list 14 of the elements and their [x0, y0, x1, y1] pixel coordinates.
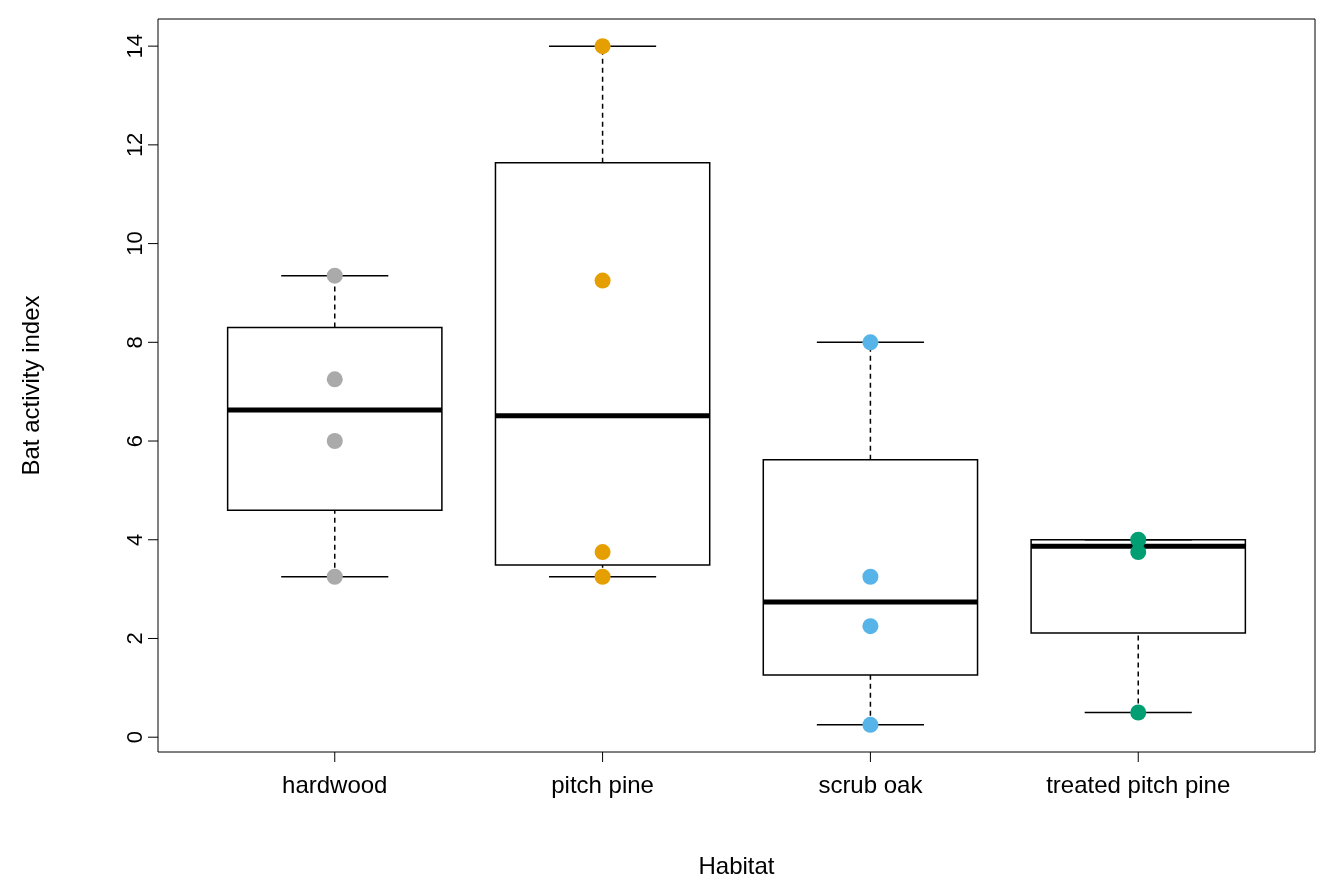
x-axis-title: Habitat	[698, 852, 775, 879]
x-tick-label: hardwood	[282, 771, 388, 799]
y-tick-label: 12	[122, 132, 147, 158]
y-tick-label: 4	[122, 533, 147, 546]
y-tick-label: 0	[122, 731, 147, 744]
y-tick-label: 6	[122, 434, 147, 448]
x-tick-label: scrub oak	[818, 771, 924, 799]
x-tick-label: treated pitch pine	[1046, 771, 1231, 799]
x-tick-label: pitch pine	[551, 771, 654, 799]
y-tick-label: 8	[122, 336, 147, 349]
y-tick-label: 2	[122, 632, 147, 645]
y-axis-title: Bat activity index	[16, 295, 44, 476]
y-tick-label: 14	[122, 33, 147, 59]
y-tick-label: 10	[122, 231, 147, 256]
